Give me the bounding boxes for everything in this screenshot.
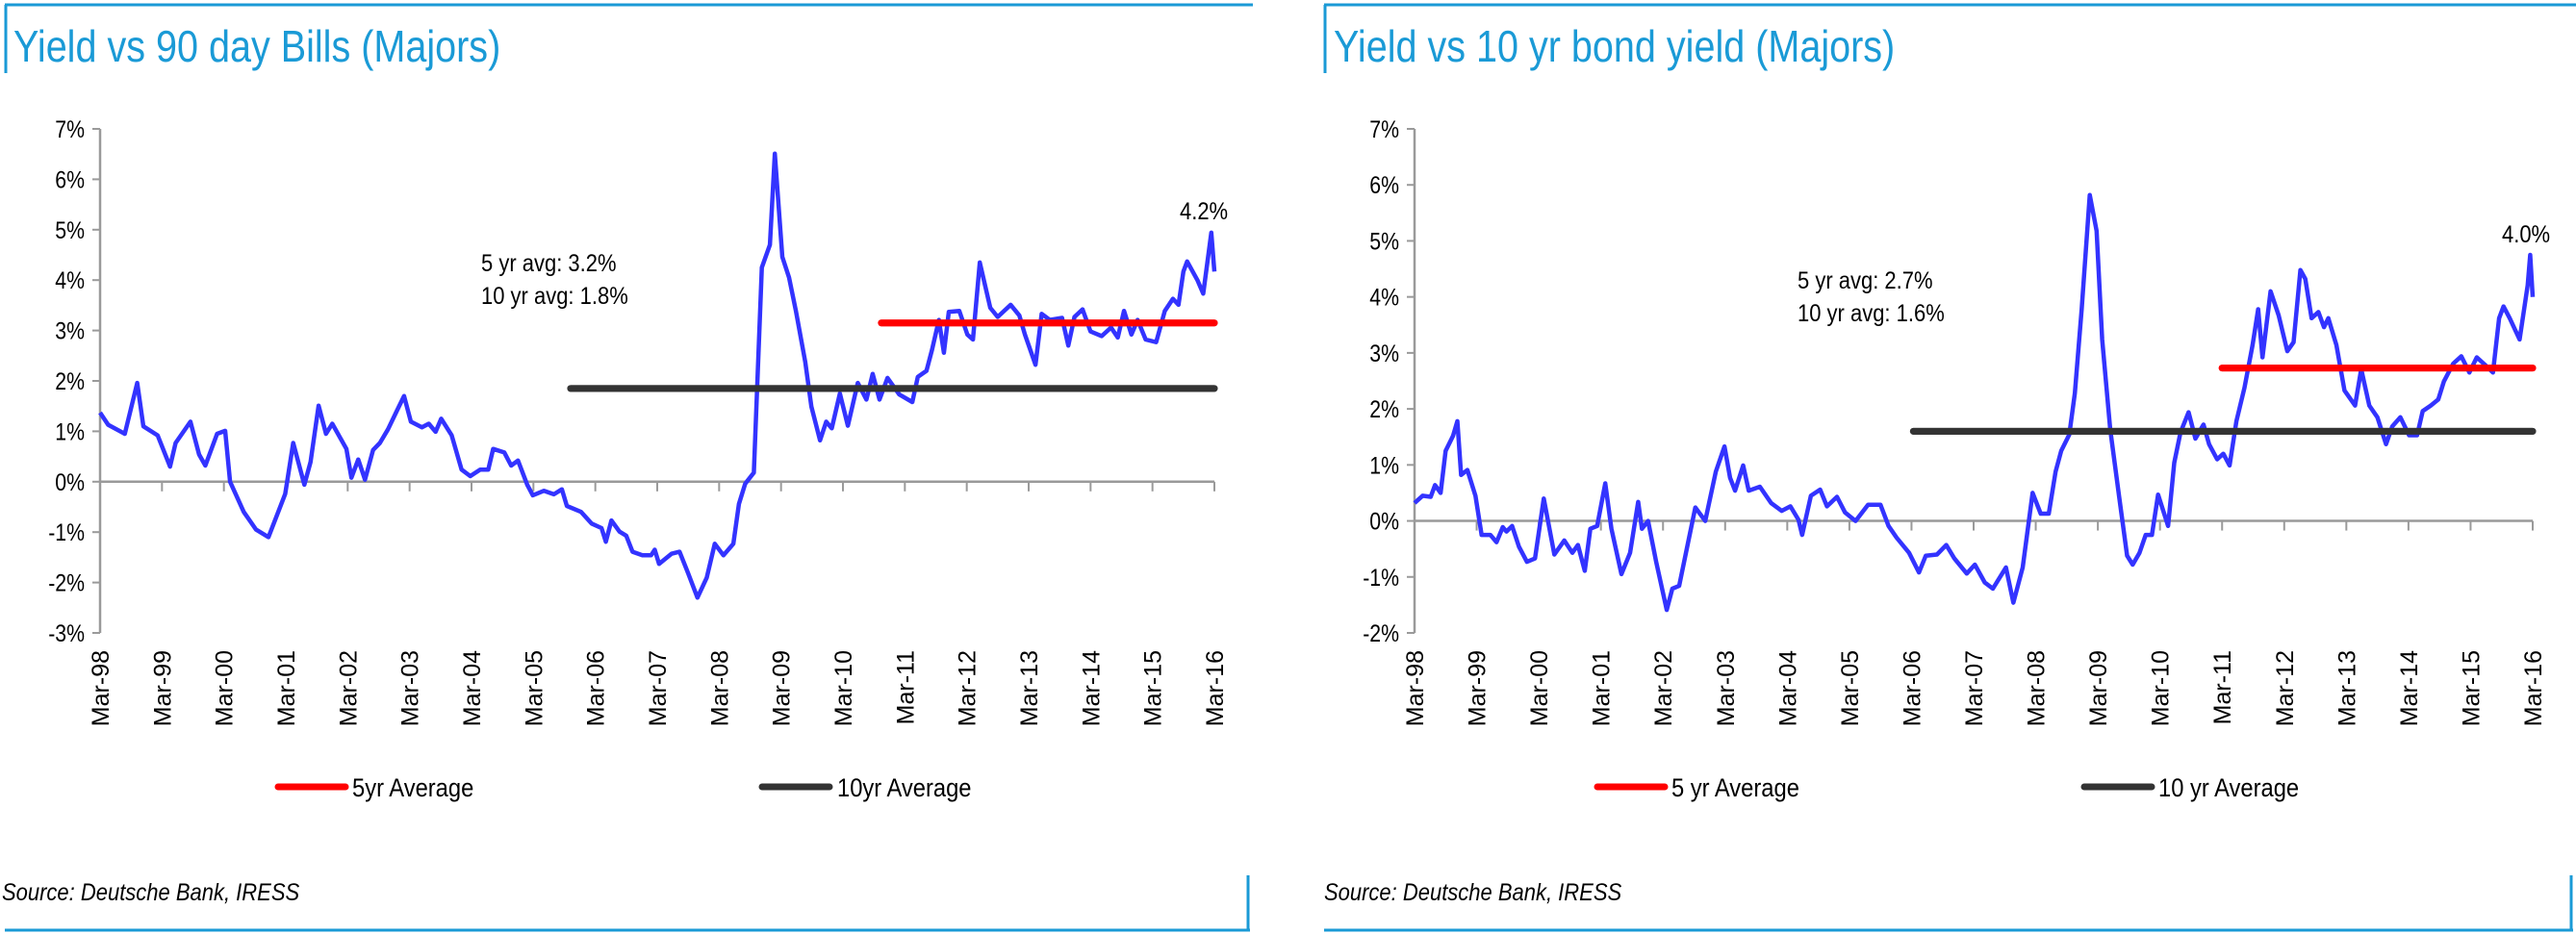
x-tick-label: Mar-13 bbox=[2334, 650, 2360, 726]
x-tick-label: Mar-12 bbox=[2272, 650, 2299, 726]
x-tick-label: Mar-03 bbox=[1713, 650, 1740, 726]
x-tick-label: Mar-14 bbox=[1078, 650, 1105, 726]
source-note: Source: Deutsche Bank, IRESS bbox=[2, 879, 299, 906]
legend-5yr-label: 5 yr Average bbox=[1671, 774, 1799, 803]
chart-title: Yield vs 10 yr bond yield (Majors) bbox=[1334, 22, 1895, 71]
x-tick-label: Mar-05 bbox=[1837, 650, 1864, 726]
y-tick-label: 6% bbox=[1369, 172, 1399, 199]
x-tick-label: Mar-06 bbox=[1899, 650, 1926, 726]
end-value-label: 4.0% bbox=[2502, 221, 2550, 248]
y-tick-label: 6% bbox=[55, 166, 85, 193]
x-tick-label: Mar-15 bbox=[1140, 650, 1167, 726]
y-tick-label: 3% bbox=[1369, 340, 1399, 366]
y-tick-label: -2% bbox=[1363, 619, 1399, 646]
annotation-10yr-avg: 10 yr avg: 1.6% bbox=[1798, 300, 1945, 327]
source-note: Source: Deutsche Bank, IRESS bbox=[1324, 879, 1621, 906]
x-tick-label: Mar-03 bbox=[397, 650, 424, 726]
x-tick-label: Mar-08 bbox=[706, 650, 733, 726]
y-tick-label: 2% bbox=[55, 367, 85, 394]
x-tick-label: Mar-00 bbox=[212, 650, 239, 726]
annotation-5yr-avg: 5 yr avg: 3.2% bbox=[481, 250, 617, 277]
chart-10-yr-bond: Yield vs 10 yr bond yield (Majors) 7% 6% 5%… bbox=[1323, 3, 2576, 932]
annotation-10yr-avg: 10 yr avg: 1.8% bbox=[481, 283, 628, 310]
x-tick-label: Mar-07 bbox=[645, 650, 672, 726]
x-tick-label: Mar-98 bbox=[1402, 650, 1429, 726]
y-tick-label: -1% bbox=[1363, 564, 1399, 591]
yield-gap-series-line bbox=[1413, 192, 2536, 613]
y-tick-label: 1% bbox=[1369, 452, 1399, 479]
y-tick-label: -3% bbox=[48, 619, 85, 646]
y-tick-label: -2% bbox=[48, 569, 85, 596]
x-tick-label: Mar-14 bbox=[2396, 650, 2423, 726]
x-tick-label: Mar-02 bbox=[335, 650, 362, 726]
x-tick-label: Mar-00 bbox=[1526, 650, 1553, 726]
x-tick-label: Mar-06 bbox=[583, 650, 610, 726]
yield-gap-series-line bbox=[98, 151, 1217, 600]
x-tick-label: Mar-13 bbox=[1016, 650, 1043, 726]
x-tick-label: Mar-12 bbox=[955, 650, 982, 726]
x-tick-label: Mar-15 bbox=[2458, 650, 2485, 726]
y-tick-label: 7% bbox=[55, 115, 85, 142]
x-tick-label: Mar-04 bbox=[459, 650, 486, 726]
legend-10yr-label: 10yr Average bbox=[837, 774, 972, 803]
x-tick-label: Mar-16 bbox=[2520, 650, 2547, 726]
y-tick-label: 0% bbox=[55, 468, 85, 495]
x-tick-label: Mar-05 bbox=[521, 650, 548, 726]
annotation-5yr-avg: 5 yr avg: 2.7% bbox=[1798, 267, 1933, 294]
x-tick-label: Mar-09 bbox=[2085, 650, 2112, 726]
x-tick-label: Mar-08 bbox=[2024, 650, 2051, 726]
y-tick-label: 4% bbox=[1369, 284, 1399, 311]
x-tick-label: Mar-99 bbox=[149, 650, 176, 726]
y-tick-label: 2% bbox=[1369, 395, 1399, 422]
x-tick-label: Mar-11 bbox=[892, 650, 919, 724]
x-tick-label: Mar-16 bbox=[1202, 650, 1229, 726]
y-tick-label: 4% bbox=[55, 267, 85, 294]
y-tick-label: 1% bbox=[55, 418, 85, 445]
chart-title: Yield vs 90 day Bills (Majors) bbox=[13, 22, 500, 71]
legend-10yr-label: 10 yr Average bbox=[2158, 774, 2299, 803]
x-tick-label: Mar-07 bbox=[1961, 650, 1988, 726]
y-tick-label: 5% bbox=[55, 216, 85, 243]
x-tick-label: Mar-11 bbox=[2209, 650, 2236, 724]
x-tick-label: Mar-04 bbox=[1774, 650, 1801, 726]
x-tick-label: Mar-98 bbox=[88, 650, 115, 726]
x-tick-label: Mar-02 bbox=[1650, 650, 1677, 726]
x-tick-label: Mar-09 bbox=[769, 650, 796, 726]
y-tick-label: -1% bbox=[48, 519, 85, 546]
y-tick-label: 5% bbox=[1369, 228, 1399, 255]
y-tick-label: 7% bbox=[1369, 115, 1399, 142]
x-tick-label: Mar-10 bbox=[830, 650, 857, 726]
y-tick-label: 0% bbox=[1369, 508, 1399, 535]
end-value-label: 4.2% bbox=[1180, 198, 1228, 225]
x-tick-label: Mar-99 bbox=[1465, 650, 1492, 726]
x-tick-label: Mar-01 bbox=[1589, 650, 1616, 726]
legend-5yr-label: 5yr Average bbox=[352, 774, 473, 803]
y-tick-label: 3% bbox=[55, 317, 85, 344]
chart-90-day-bills: Yield vs 90 day Bills (Majors) 7% 6% 5% 4% 3%… bbox=[2, 3, 1253, 932]
x-tick-label: Mar-01 bbox=[273, 650, 300, 726]
x-tick-label: Mar-10 bbox=[2148, 650, 2175, 726]
